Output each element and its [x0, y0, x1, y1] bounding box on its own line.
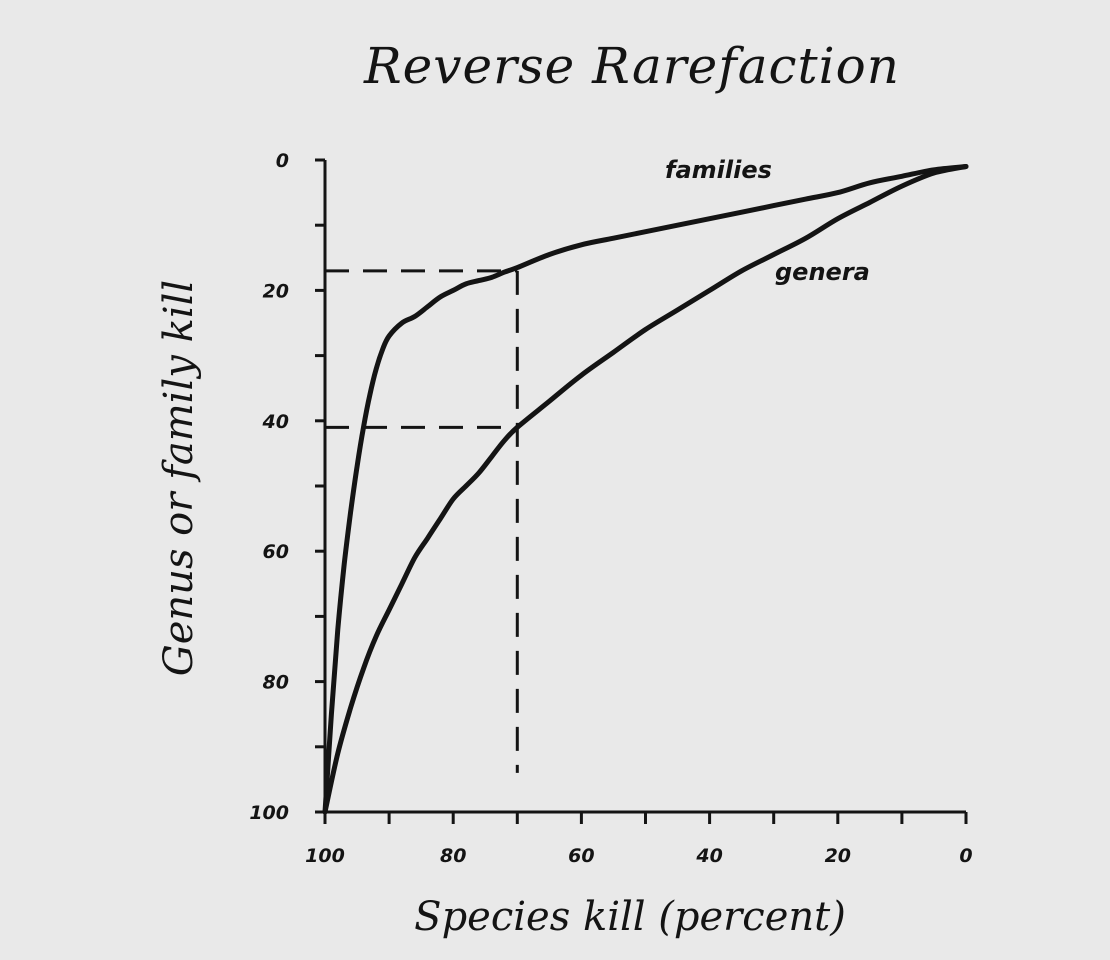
x-axis-label: Species kill (percent)	[414, 894, 846, 940]
y-tick-label: 0	[276, 150, 289, 172]
y-tick-label: 100	[249, 802, 289, 824]
x-tick-label: 80	[440, 845, 466, 867]
series-label-families: families	[665, 156, 772, 184]
series-line-families	[322, 164, 969, 815]
y-tick-label: 60	[263, 541, 289, 563]
x-tick-label: 100	[305, 845, 345, 867]
x-tick-label: 20	[825, 845, 851, 867]
chart-title: Reverse Rarefaction	[363, 37, 900, 95]
y-tick-label: 80	[263, 672, 289, 694]
reference-lines	[325, 269, 519, 773]
series-curves	[322, 164, 969, 815]
y-tick-label: 20	[263, 280, 289, 302]
x-tick-label: 0	[959, 845, 972, 867]
x-tick-label: 60	[568, 845, 594, 867]
x-tick-label: 40	[695, 845, 722, 867]
axes: 0 20 40 60 80 100 100 80 60 40 20 0	[249, 150, 972, 867]
series-label-genera: genera	[775, 258, 870, 286]
y-tick-label: 40	[262, 411, 289, 433]
y-axis-label: Genus or family kill	[156, 280, 202, 676]
series-line-genera	[322, 164, 969, 815]
